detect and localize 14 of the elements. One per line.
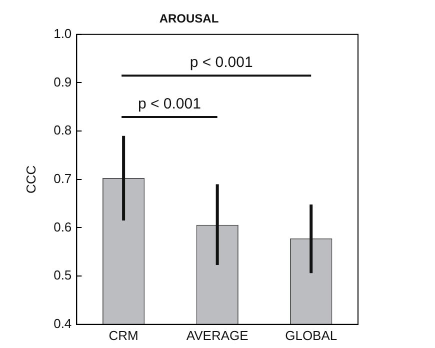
x-tick-label: CRM [108, 328, 138, 343]
y-tick-label: 0.4 [54, 316, 72, 331]
x-tick-label: GLOBAL [285, 328, 338, 343]
y-tick-label: 0.7 [54, 170, 72, 186]
y-tick-label: 0.9 [54, 74, 72, 90]
y-tick-label: 0.6 [54, 219, 72, 234]
y-tick-label: 1.0 [54, 26, 72, 41]
chart-title: AROUSAL [159, 12, 219, 26]
y-tick-label: 0.8 [54, 122, 72, 138]
x-tick-label: AVERAGE [186, 328, 249, 343]
y-tick-label: 0.5 [54, 268, 72, 283]
annotation: p < 0.001 [138, 96, 201, 113]
annotation: p < 0.001 [190, 54, 253, 72]
y-axis-title: CCC [23, 165, 38, 194]
